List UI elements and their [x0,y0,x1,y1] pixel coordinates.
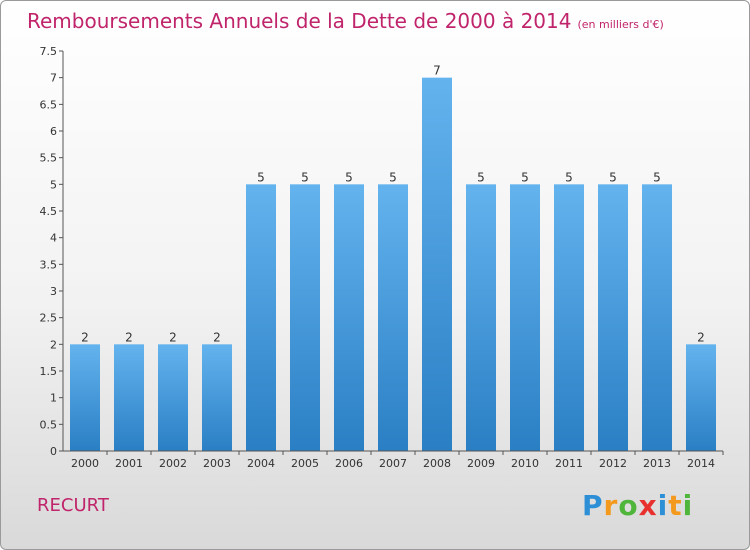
bar-2002 [158,344,188,451]
bar-2003 [202,344,232,451]
y-tick-label: 6 [50,125,57,138]
x-tick-label-2009: 2009 [467,457,495,470]
y-tick-label: 7 [50,72,57,85]
data-label-2009: 5 [477,170,485,184]
x-tick-label-2011: 2011 [555,457,583,470]
x-tick-label-2003: 2003 [203,457,231,470]
data-label-2002: 2 [169,330,177,344]
bar-2013 [642,184,672,452]
data-label-2010: 5 [521,170,529,184]
y-tick-label: 0 [50,445,57,458]
x-tick-label-2002: 2002 [159,457,187,470]
y-tick-label: 5 [50,178,57,191]
bar-2001 [114,344,144,451]
y-tick-label: 1 [50,392,57,405]
bar-2011 [554,184,584,452]
data-label-2012: 5 [609,170,617,184]
y-tick-label: 5.5 [40,152,58,165]
commune-name: RECURT [37,495,109,516]
y-tick-label: 4 [50,232,57,245]
x-tick-label-2008: 2008 [423,457,451,470]
data-label-2005: 5 [301,170,309,184]
y-tick-label: 4.5 [40,205,58,218]
x-tick-label-2004: 2004 [247,457,275,470]
data-label-2000: 2 [81,330,89,344]
x-tick-label-2007: 2007 [379,457,407,470]
bar-2000 [70,344,100,451]
data-label-2004: 5 [257,170,265,184]
bar-2008 [422,77,452,452]
data-label-2013: 5 [653,170,661,184]
data-label-2001: 2 [125,330,133,344]
x-tick-label-2010: 2010 [511,457,539,470]
y-tick-label: 0.5 [40,418,58,431]
y-tick-label: 3.5 [40,258,58,271]
x-tick-label-2013: 2013 [643,457,671,470]
x-tick-label-2001: 2001 [115,457,143,470]
data-label-2011: 5 [565,170,573,184]
bar-2009 [466,184,496,452]
bar-2010 [510,184,540,452]
bar-2007 [378,184,408,452]
data-label-2014: 2 [697,330,705,344]
bar-2012 [598,184,628,452]
bar-2006 [334,184,364,452]
y-tick-label: 7.5 [40,45,58,58]
y-tick-label: 2.5 [40,312,58,325]
x-tick-label-2014: 2014 [687,457,715,470]
bar-2004 [246,184,276,452]
chart-title-block: Remboursements Annuels de la Dette de 20… [27,9,664,33]
data-label-2003: 2 [213,330,221,344]
x-tick-label-2000: 2000 [71,457,99,470]
proxiti-logo: Proxiti [582,489,694,522]
y-tick-label: 6.5 [40,98,58,111]
data-label-2007: 5 [389,170,397,184]
bar-2014 [686,344,716,451]
y-tick-label: 2 [50,338,57,351]
bar-2005 [290,184,320,452]
x-tick-label-2006: 2006 [335,457,363,470]
y-tick-label: 3 [50,285,57,298]
chart-title: Remboursements Annuels de la Dette de 20… [27,9,572,33]
x-tick-label-2005: 2005 [291,457,319,470]
data-label-2008: 7 [433,64,441,78]
y-tick-label: 1.5 [40,365,58,378]
x-tick-label-2012: 2012 [599,457,627,470]
unit-note: (en milliers d'€) [577,18,664,31]
data-label-2006: 5 [345,170,353,184]
